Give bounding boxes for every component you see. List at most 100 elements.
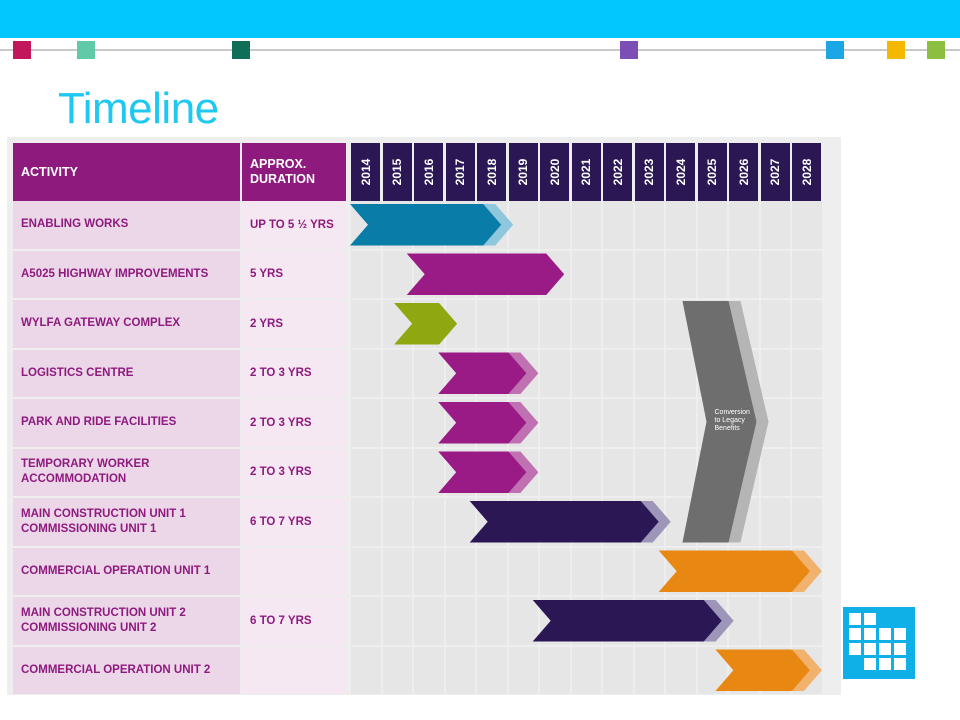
year-header: 2023 <box>634 143 664 201</box>
activity-label: COMMERCIAL OPERATION UNIT 2 <box>13 646 240 694</box>
gantt-bar <box>532 600 722 642</box>
duration-label: 2 TO 3 YRS <box>242 349 346 397</box>
timeline-cell <box>634 300 664 348</box>
timeline-cell <box>508 547 538 595</box>
year-header: 2024 <box>666 143 695 201</box>
timeline-cell <box>351 498 381 546</box>
duration-label: 6 TO 7 YRS <box>242 498 346 546</box>
timeline-cell <box>697 250 727 298</box>
timeline-cell <box>571 250 601 298</box>
timeline-cell <box>414 448 444 496</box>
timeline-cell <box>382 349 412 397</box>
timeline-cell <box>571 201 601 249</box>
timeline-cell <box>477 646 507 694</box>
year-header: 2025 <box>697 143 727 201</box>
timeline-cell <box>792 201 822 249</box>
activity-label: MAIN CONSTRUCTION UNIT 2 COMMISSIONING U… <box>13 597 240 645</box>
timeline-cell <box>634 547 664 595</box>
timeline-cell <box>540 300 570 348</box>
timeline-cell <box>634 201 664 249</box>
brand-logo <box>843 607 915 679</box>
timeline-cell <box>382 250 412 298</box>
timeline-cell <box>540 349 570 397</box>
timeline-cell <box>540 547 570 595</box>
timeline-cell <box>445 597 475 645</box>
duration-label: 2 TO 3 YRS <box>242 448 346 496</box>
timeline-cell <box>477 547 507 595</box>
activity-label: ENABLING WORKS <box>13 201 240 249</box>
gantt-bar <box>394 303 458 345</box>
activity-label: TEMPORARY WORKER ACCOMMODATION <box>13 448 240 496</box>
timeline-cell <box>477 597 507 645</box>
timeline-cell <box>603 300 633 348</box>
timeline-cell <box>571 300 601 348</box>
accent-square <box>13 41 31 59</box>
timeline-cell <box>603 547 633 595</box>
timeline-cell <box>603 399 633 447</box>
duration-label: 6 TO 7 YRS <box>242 597 346 645</box>
accent-square <box>887 41 905 59</box>
timeline-cell <box>414 597 444 645</box>
timeline-cell <box>351 448 381 496</box>
timeline-cell <box>445 547 475 595</box>
accent-square <box>232 41 250 59</box>
activity-label: PARK AND RIDE FACILITIES <box>13 399 240 447</box>
gantt-bar <box>350 204 502 246</box>
timeline-cell <box>792 597 822 645</box>
header-duration: APPROX. DURATION <box>242 143 346 201</box>
timeline-cell <box>571 646 601 694</box>
activity-label: LOGISTICS CENTRE <box>13 349 240 397</box>
timeline-cell <box>634 349 664 397</box>
timeline-cell <box>508 201 538 249</box>
timeline-cell <box>760 250 790 298</box>
timeline-cell <box>414 498 444 546</box>
timeline-cell <box>351 399 381 447</box>
year-header: 2021 <box>571 143 601 201</box>
timeline-cell <box>571 448 601 496</box>
timeline-cell <box>792 448 822 496</box>
divider-line <box>0 49 960 51</box>
timeline-cell <box>792 250 822 298</box>
timeline-cell <box>382 646 412 694</box>
timeline-cell <box>760 498 790 546</box>
legacy-chevron <box>682 301 757 543</box>
timeline-cell <box>603 349 633 397</box>
timeline-cell <box>351 250 381 298</box>
timeline-cell <box>760 201 790 249</box>
activity-label: A5025 HIGHWAY IMPROVEMENTS <box>13 250 240 298</box>
gantt-bar <box>658 550 810 592</box>
timeline-cell <box>508 300 538 348</box>
timeline-cell <box>760 300 790 348</box>
timeline-cell <box>792 498 822 546</box>
gantt-bar <box>438 451 527 493</box>
timeline-cell <box>729 250 759 298</box>
timeline-cell <box>666 201 696 249</box>
timeline-cell <box>540 399 570 447</box>
year-header: 2027 <box>760 143 790 201</box>
timeline-cell <box>540 448 570 496</box>
timeline-cell <box>666 349 696 397</box>
timeline-cell <box>603 201 633 249</box>
accent-square <box>826 41 844 59</box>
timeline-cell <box>792 399 822 447</box>
timeline-cell <box>603 448 633 496</box>
accent-square <box>620 41 638 59</box>
timeline-cell <box>351 646 381 694</box>
timeline-cell <box>382 399 412 447</box>
gantt-bar <box>406 253 565 295</box>
duration-label: UP TO 5 ½ YRS <box>242 201 346 249</box>
year-header: 2022 <box>603 143 632 201</box>
timeline-cell <box>351 547 381 595</box>
year-header: 2026 <box>729 143 758 201</box>
timeline-cell <box>351 597 381 645</box>
gantt-bar <box>469 501 659 543</box>
timeline-cell <box>571 547 601 595</box>
timeline-cell <box>760 448 790 496</box>
timeline-cell <box>792 300 822 348</box>
year-header: 2017 <box>445 143 475 201</box>
timeline-cell <box>634 399 664 447</box>
timeline-cell <box>382 448 412 496</box>
gantt-bar <box>438 352 527 394</box>
timeline-cell <box>351 300 381 348</box>
gantt-bars: Conversion to Legacy Benefits <box>350 204 822 691</box>
